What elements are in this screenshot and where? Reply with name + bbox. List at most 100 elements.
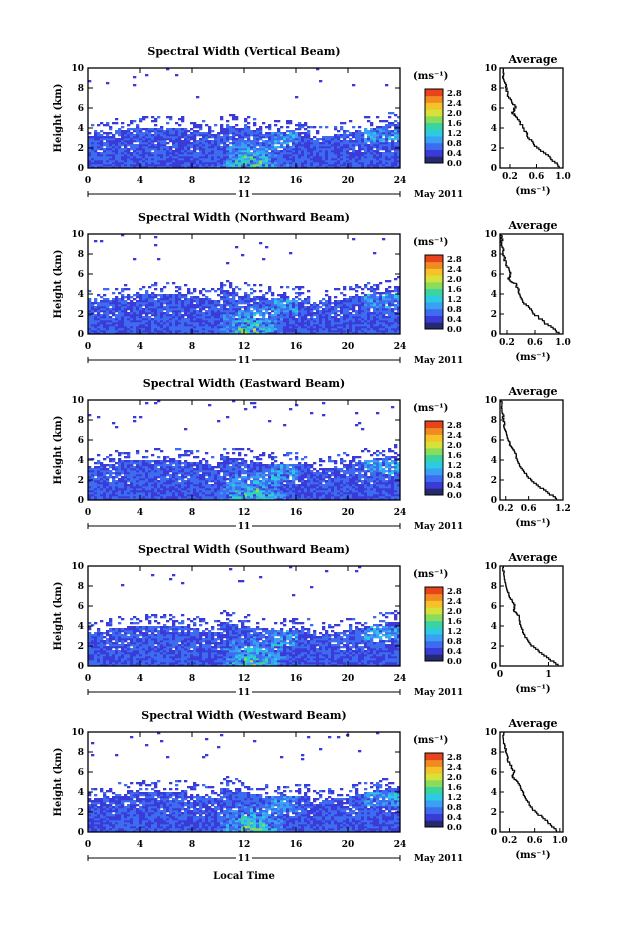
colorbar-tick-label: 2.0 [447,607,462,617]
panel-3: Spectral Width (Southward Beam)0246810He… [53,543,564,698]
y-tick-label: 6 [78,436,84,446]
y-tick-label: 4 [78,622,84,632]
colorbar-unit: (ms⁻¹) [413,735,448,746]
colorbar-swatch [425,427,443,435]
x-tick-label: 16 [290,674,303,684]
y-tick-label: 10 [71,64,84,74]
colorbar-swatch [425,275,443,283]
x-tick-label: 24 [394,508,407,518]
profile-x-tick-label: 0.2 [502,836,518,846]
colorbar-tick-label: 2.8 [447,421,462,431]
profile-y-tick-label: 4 [491,124,497,134]
colorbar-frame [424,586,444,662]
profile-x-label: (ms⁻¹) [515,352,550,363]
colorbar-swatch [425,136,443,144]
y-tick-label: 8 [78,84,84,94]
colorbar-tick-label: 0.8 [447,305,462,315]
x-tick-label: 4 [137,674,143,684]
colorbar-swatch [425,89,443,97]
colorbar-swatch [425,255,443,263]
profile-line [500,400,558,500]
colorbar-unit: (ms⁻¹) [413,403,448,414]
colorbar-tick-label: 1.6 [447,783,462,793]
colorbar-swatch [425,281,443,290]
profile-y-tick-label: 10 [484,562,497,572]
x-tick-label: 8 [189,176,195,186]
colorbar-swatch [425,156,443,164]
profile-line [502,566,559,666]
panel-title: Spectral Width (Vertical Beam) [147,45,340,58]
colorbar-tick-label: 2.8 [447,89,462,99]
profile-x-tick-label: 0.2 [499,338,515,348]
x-tick-label: 12 [238,674,251,684]
profile-y-tick-label: 6 [491,602,497,612]
y-tick-label: 10 [71,230,84,240]
colorbar-swatch [425,766,443,774]
panel-title: Spectral Width (Eastward Beam) [143,377,345,390]
colorbar-swatch [425,308,443,316]
colorbar-swatch [425,773,443,781]
y-tick-label: 2 [78,642,84,652]
x-tick-label: 12 [238,840,251,850]
x-tick-label: 20 [342,840,355,850]
date-label: May 2011 [414,522,463,532]
colorbar-frame [424,88,444,164]
profile-x-tick-label: 0.6 [527,836,543,846]
colorbar-swatch [425,779,443,788]
profile-y-tick-label: 0 [491,330,497,340]
y-axis-label: Height (km) [53,84,64,153]
colorbar-swatch [425,800,443,808]
profile-frame [499,565,564,667]
x-tick-label: 0 [85,508,91,518]
colorbar-tick-label: 1.2 [447,129,462,139]
colorbar-swatch [425,634,443,642]
colorbar-swatch [425,261,443,269]
x-tick-label: 16 [290,176,303,186]
colorbar-swatch [425,620,443,628]
profile-title: Average [507,53,557,66]
colorbar-swatch [425,421,443,429]
profile-y-tick-label: 8 [491,84,497,94]
x-tick-label: 4 [137,342,143,352]
x-tick-label: 24 [394,342,407,352]
colorbar-swatch [425,322,443,330]
profile-title: Average [507,219,557,232]
colorbar-swatch [425,613,443,622]
colorbar-swatch [425,122,443,130]
profile-y-tick-label: 0 [491,496,497,506]
y-tick-label: 10 [71,396,84,406]
profile-x-label: (ms⁻¹) [515,850,550,861]
colorbar-tick-label: 0.0 [447,491,462,501]
y-tick-label: 0 [78,164,84,174]
colorbar-tick-label: 2.4 [447,763,462,773]
profile-title: Average [507,385,557,398]
colorbar-tick-label: 2.0 [447,441,462,451]
panel-2: Spectral Width (Eastward Beam)0246810Hei… [53,377,571,532]
y-tick-label: 6 [78,768,84,778]
y-tick-label: 0 [78,662,84,672]
y-tick-label: 6 [78,270,84,280]
colorbar-swatch [425,753,443,761]
x-tick-label: 12 [238,176,251,186]
colorbar-swatch [425,461,443,469]
profile-y-tick-label: 8 [491,250,497,260]
x-tick-label: 20 [342,342,355,352]
x-tick-label: 12 [238,342,251,352]
colorbar-frame [424,752,444,828]
profile-x-label: (ms⁻¹) [515,518,550,529]
colorbar-swatch [425,454,443,462]
x-tick-label: 16 [290,508,303,518]
x-tick-label: 4 [137,508,143,518]
profile-frame [499,399,564,501]
colorbar-swatch [425,295,443,303]
y-axis-label: Height (km) [53,748,64,817]
x-tick-label: 8 [189,674,195,684]
colorbar-swatch [425,793,443,801]
day-label: 11 [238,190,251,200]
colorbar-tick-label: 1.6 [447,285,462,295]
colorbar-swatch [425,488,443,496]
colorbar-tick-label: 1.2 [447,295,462,305]
colorbar-swatch [425,434,443,442]
profile-line [500,234,560,334]
profile-y-tick-label: 10 [484,728,497,738]
